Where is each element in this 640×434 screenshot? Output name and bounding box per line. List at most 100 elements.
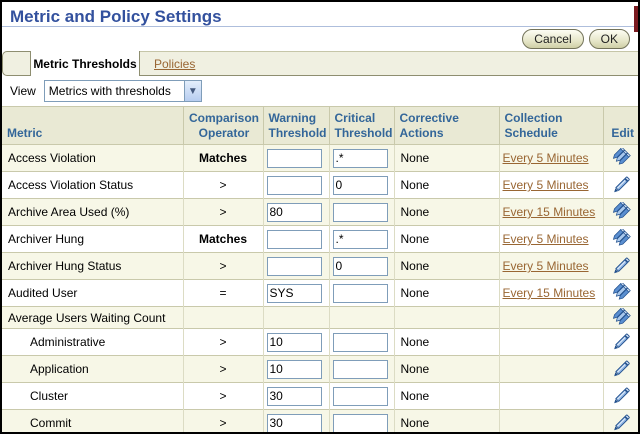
table-row: Archiver Hung Status > None Every 5 Minu… bbox=[2, 252, 638, 280]
header-corrective-actions: Corrective Actions bbox=[394, 106, 500, 145]
header-comparison-operator: Comparison Operator bbox=[183, 106, 264, 145]
tab-bar-rest: Policies bbox=[140, 51, 638, 76]
warning-threshold-input[interactable] bbox=[266, 256, 322, 276]
view-select[interactable]: Metrics with thresholds ▼ bbox=[43, 80, 202, 102]
edit-pencil-icon[interactable] bbox=[611, 386, 631, 406]
critical-threshold-input[interactable] bbox=[332, 229, 388, 249]
comparison-operator: > bbox=[219, 259, 227, 273]
tab-bar: Metric Thresholds Policies bbox=[2, 51, 638, 76]
comparison-operator: > bbox=[219, 178, 227, 192]
collection-schedule-link[interactable]: Every 15 Minutes bbox=[502, 286, 596, 300]
table-row: Audited User = None Every 15 Minutes bbox=[2, 279, 638, 307]
edit-pencil-icon[interactable] bbox=[611, 175, 631, 195]
view-select-value: Metrics with thresholds bbox=[48, 84, 171, 98]
corrective-actions-value: None bbox=[400, 259, 430, 273]
header-metric: Metric bbox=[2, 106, 184, 145]
comparison-operator: Matches bbox=[198, 232, 248, 246]
comparison-operator: > bbox=[219, 362, 227, 376]
window-edge-artifact bbox=[634, 6, 638, 32]
metric-name: Archiver Hung bbox=[8, 232, 85, 246]
table-row: Average Users Waiting Count bbox=[2, 306, 638, 329]
comparison-operator: > bbox=[219, 335, 227, 349]
comparison-operator: > bbox=[219, 416, 227, 431]
metric-name: Administrative bbox=[30, 335, 106, 349]
edit-multi-pencil-icon[interactable] bbox=[611, 307, 631, 328]
comparison-operator: Matches bbox=[198, 151, 248, 165]
warning-threshold-input[interactable] bbox=[266, 359, 322, 379]
collection-schedule-link[interactable]: Every 5 Minutes bbox=[502, 259, 589, 273]
critical-threshold-input[interactable] bbox=[332, 256, 388, 276]
collection-schedule-link[interactable]: Every 5 Minutes bbox=[502, 232, 589, 246]
warning-threshold-input[interactable] bbox=[266, 283, 322, 303]
collection-schedule-link[interactable]: Every 5 Minutes bbox=[502, 178, 589, 192]
collection-schedule-link[interactable]: Every 15 Minutes bbox=[502, 205, 596, 219]
edit-pencil-icon[interactable] bbox=[611, 413, 631, 433]
critical-threshold-input[interactable] bbox=[332, 386, 388, 406]
edit-pencil-icon[interactable] bbox=[611, 359, 631, 379]
metric-name: Access Violation bbox=[8, 151, 96, 165]
metric-thresholds-table: Metric Comparison Operator Warning Thres… bbox=[2, 106, 638, 433]
table-header-row: Metric Comparison Operator Warning Thres… bbox=[2, 106, 638, 145]
corrective-actions-value: None bbox=[400, 178, 430, 192]
edit-multi-pencil-icon[interactable] bbox=[611, 148, 631, 168]
table-row: Cluster > None bbox=[2, 382, 638, 410]
metric-name: Average Users Waiting Count bbox=[8, 310, 166, 325]
corrective-actions-value: None bbox=[400, 389, 430, 403]
warning-threshold-input[interactable] bbox=[266, 229, 322, 249]
metric-name: Cluster bbox=[30, 389, 69, 403]
corrective-actions-value: None bbox=[400, 205, 430, 219]
critical-threshold-input[interactable] bbox=[332, 202, 388, 222]
table-row: Archive Area Used (%) > None Every 15 Mi… bbox=[2, 198, 638, 226]
corrective-actions-value: None bbox=[400, 286, 430, 300]
critical-threshold-input[interactable] bbox=[332, 283, 388, 303]
cancel-button[interactable]: Cancel bbox=[522, 29, 584, 49]
critical-threshold-input[interactable] bbox=[332, 413, 388, 432]
header-warning-threshold: Warning Threshold bbox=[263, 106, 330, 145]
tab-metric-thresholds[interactable]: Metric Thresholds bbox=[30, 51, 140, 76]
comparison-operator: = bbox=[219, 286, 227, 300]
critical-threshold-input[interactable] bbox=[332, 359, 388, 379]
table-row: Access Violation Matches None Every 5 Mi… bbox=[2, 144, 638, 172]
warning-threshold-input[interactable] bbox=[266, 386, 322, 406]
collection-schedule-link[interactable]: Every 5 Minutes bbox=[502, 151, 589, 165]
edit-pencil-icon[interactable] bbox=[611, 332, 631, 352]
tab-policies[interactable]: Policies bbox=[154, 56, 196, 71]
metric-name: Archive Area Used (%) bbox=[8, 205, 130, 219]
tab-bar-left-cap bbox=[2, 51, 30, 76]
table-row: Administrative > None bbox=[2, 328, 638, 356]
edit-multi-pencil-icon[interactable] bbox=[611, 229, 631, 249]
header-edit: Edit bbox=[603, 106, 638, 145]
metric-name: Access Violation Status bbox=[8, 178, 134, 192]
table-row: Access Violation Status > None Every 5 M… bbox=[2, 171, 638, 199]
critical-threshold-input[interactable] bbox=[332, 148, 388, 168]
comparison-operator: > bbox=[219, 389, 227, 403]
metric-name: Audited User bbox=[8, 286, 78, 300]
corrective-actions-value: None bbox=[400, 362, 430, 376]
corrective-actions-value: None bbox=[400, 416, 430, 431]
header-critical-threshold: Critical Threshold bbox=[329, 106, 395, 145]
edit-pencil-icon[interactable] bbox=[611, 256, 631, 276]
chevron-down-icon[interactable]: ▼ bbox=[183, 81, 201, 101]
metric-name: Archiver Hung Status bbox=[8, 259, 122, 273]
header-collection-schedule: Collection Schedule bbox=[499, 106, 604, 145]
metric-name: Commit bbox=[30, 416, 72, 431]
edit-multi-pencil-icon[interactable] bbox=[611, 283, 631, 303]
corrective-actions-value: None bbox=[400, 151, 430, 165]
table-row: Application > None bbox=[2, 355, 638, 383]
table-row: Commit > None bbox=[2, 409, 638, 433]
warning-threshold-input[interactable] bbox=[266, 175, 322, 195]
warning-threshold-input[interactable] bbox=[266, 202, 322, 222]
warning-threshold-input[interactable] bbox=[266, 148, 322, 168]
corrective-actions-value: None bbox=[400, 232, 430, 246]
warning-threshold-input[interactable] bbox=[266, 413, 322, 432]
edit-multi-pencil-icon[interactable] bbox=[611, 202, 631, 222]
warning-threshold-input[interactable] bbox=[266, 332, 322, 352]
metric-name: Application bbox=[30, 362, 89, 376]
critical-threshold-input[interactable] bbox=[332, 175, 388, 195]
page-title: Metric and Policy Settings bbox=[10, 7, 222, 26]
ok-button[interactable]: OK bbox=[588, 29, 630, 49]
critical-threshold-input[interactable] bbox=[332, 332, 388, 352]
comparison-operator: > bbox=[219, 205, 227, 219]
table-row: Archiver Hung Matches None Every 5 Minut… bbox=[2, 225, 638, 253]
